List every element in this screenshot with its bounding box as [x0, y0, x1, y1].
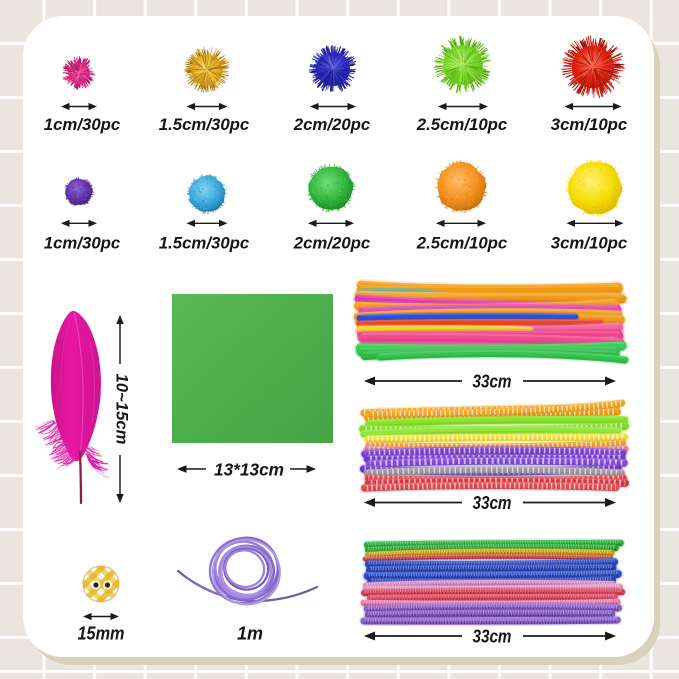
- svg-text:3cm/10pc: 3cm/10pc: [551, 234, 628, 253]
- svg-text:2.5cm/10pc: 2.5cm/10pc: [416, 234, 508, 253]
- svg-text:2.5cm/10pc: 2.5cm/10pc: [416, 115, 508, 134]
- svg-text:1.5cm/30pc: 1.5cm/30pc: [159, 234, 250, 253]
- svg-text:33cm: 33cm: [473, 372, 512, 392]
- svg-text:15mm: 15mm: [78, 624, 125, 644]
- svg-text:1cm/30pc: 1cm/30pc: [44, 234, 121, 253]
- svg-text:33cm: 33cm: [473, 627, 512, 647]
- svg-text:1cm/30pc: 1cm/30pc: [44, 115, 121, 134]
- svg-text:13*13cm: 13*13cm: [214, 460, 284, 480]
- svg-text:33cm: 33cm: [473, 493, 512, 513]
- svg-text:2cm/20pc: 2cm/20pc: [293, 115, 371, 134]
- svg-text:10~15cm: 10~15cm: [113, 374, 132, 445]
- svg-text:1.5cm/30pc: 1.5cm/30pc: [159, 115, 250, 134]
- svg-text:3cm/10pc: 3cm/10pc: [551, 115, 628, 134]
- svg-text:2cm/20pc: 2cm/20pc: [293, 234, 371, 253]
- svg-text:1m: 1m: [237, 624, 263, 644]
